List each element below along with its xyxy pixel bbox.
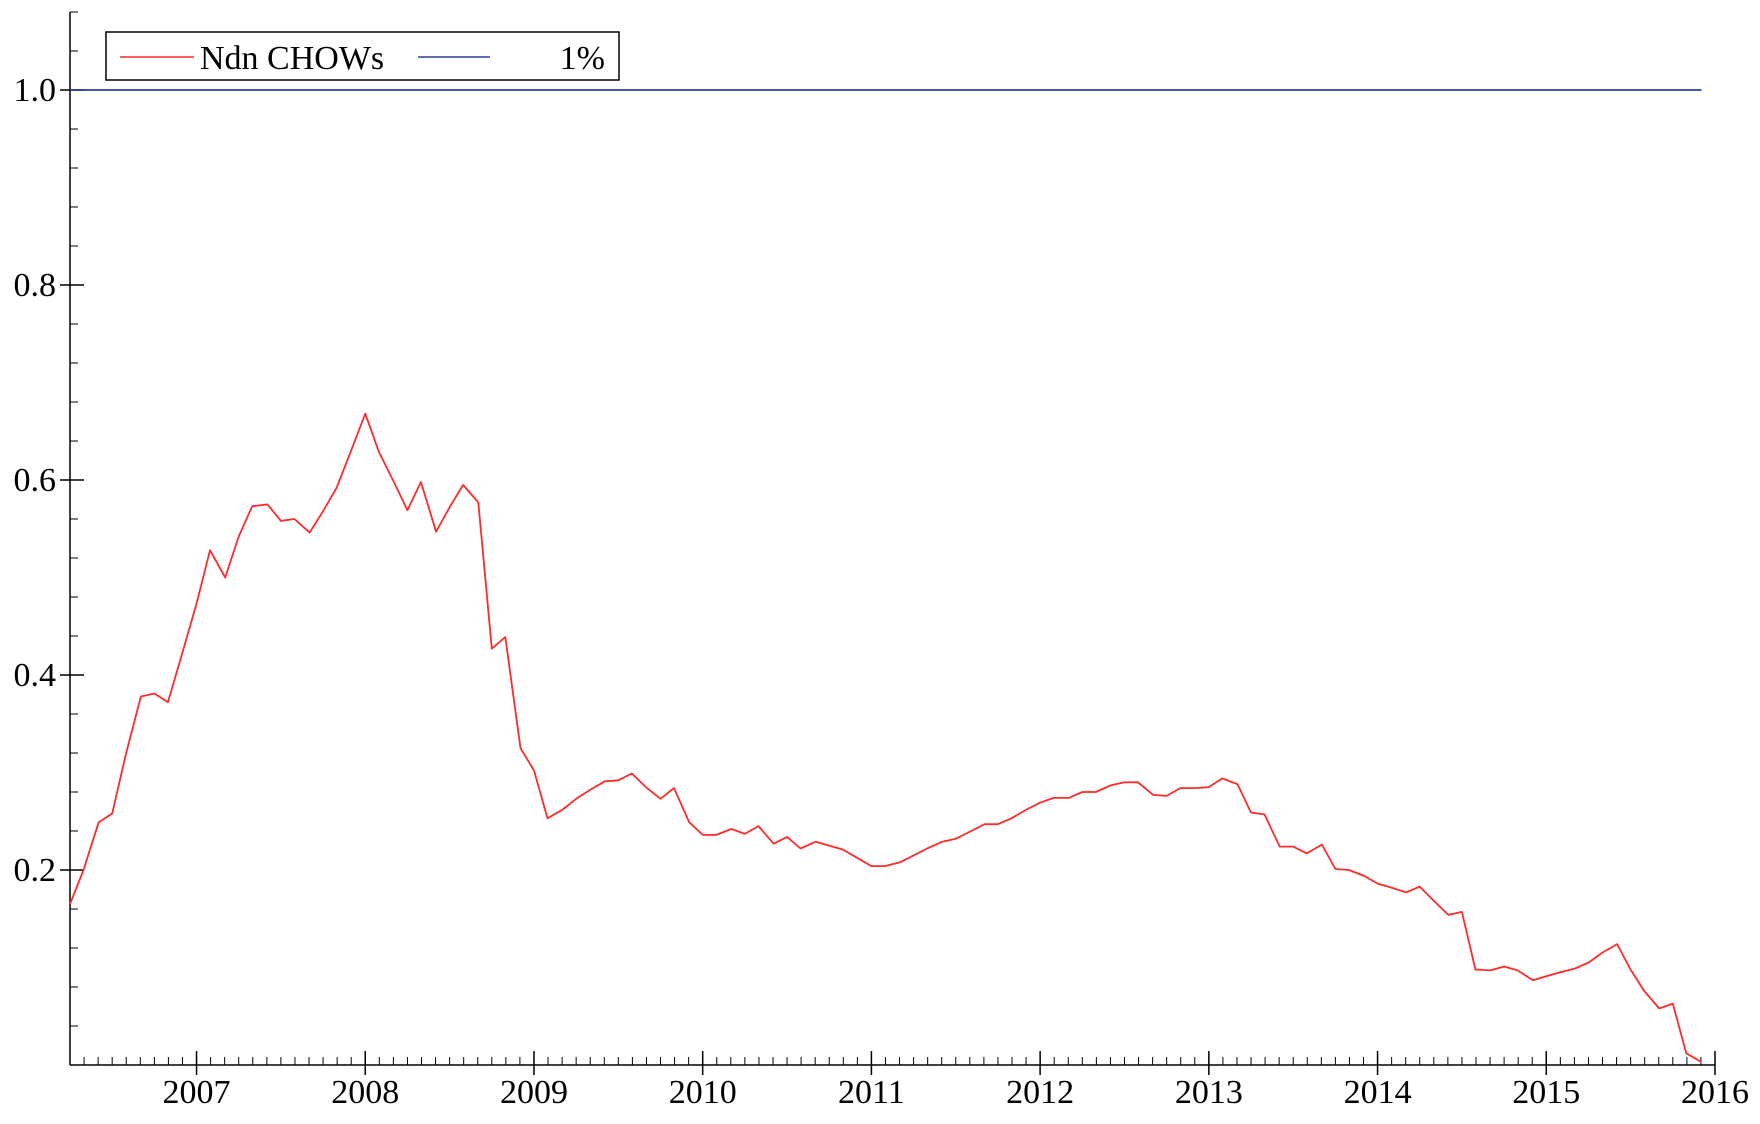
x-tick-label: 2007 [163,1074,231,1111]
y-tick-label: 0.6 [14,462,57,499]
series-layer [69,89,1702,1063]
x-tick-label: 2009 [500,1074,568,1111]
y-tick-label: 0.2 [14,852,57,889]
legend: Ndn CHOWs 1% [105,31,620,81]
legend-label-ndn-chows: Ndn CHOWs [200,40,384,77]
x-tick-label: 2008 [331,1074,399,1111]
legend-label-1pct: 1% [560,40,605,77]
y-tick-label: 0.4 [14,657,57,694]
x-tick-label: 2015 [1512,1074,1580,1111]
axes: 0.2 0.4 0.6 0.8 1.0 2007 2008 2009 2010 2011 2012 2… [14,11,1749,1111]
y-tick-label: 1.0 [14,72,57,109]
x-tick-label: 2016 [1681,1074,1749,1111]
x-tick-label: 2010 [669,1074,737,1111]
legend-box [105,31,620,81]
y-tick-label: 0.8 [14,267,57,304]
x-tick-label: 2013 [1175,1074,1243,1111]
x-tick-label: 2011 [838,1074,905,1111]
x-tick-label: 2014 [1344,1074,1412,1111]
x-tick-label: 2012 [1006,1074,1074,1111]
series-line-ndn-chows [69,412,1702,1063]
